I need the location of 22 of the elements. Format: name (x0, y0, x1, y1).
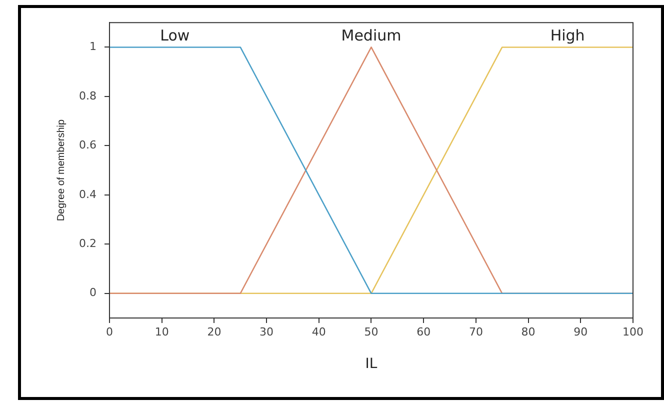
x-tick-label: 40 (312, 325, 326, 338)
series-label: Medium (341, 26, 402, 45)
y-tick-label: 0.6 (78, 138, 96, 152)
x-tick-label: 0 (106, 325, 113, 338)
x-tick-label: 80 (521, 325, 536, 338)
series-label: Low (160, 26, 190, 45)
y-tick-label: 0.8 (78, 89, 96, 102)
y-tick-label: 0.2 (78, 237, 96, 250)
y-tick-label: 0.4 (78, 188, 96, 201)
series-label: High (550, 26, 585, 45)
x-tick-label: 10 (154, 325, 169, 338)
y-tick-label: 0 (89, 286, 96, 300)
x-axis-title: IL (365, 356, 378, 372)
x-tick-label: 20 (207, 325, 222, 338)
y-axis-title: Degree of membership (56, 119, 67, 222)
x-tick-label: 100 (622, 325, 644, 338)
x-tick-label: 60 (416, 325, 431, 338)
x-tick-label: 70 (468, 325, 483, 338)
y-tick-label: 1 (89, 40, 96, 54)
x-tick-label: 50 (364, 325, 378, 338)
x-tick-label: 90 (574, 325, 588, 338)
x-tick-label: 30 (260, 325, 274, 338)
